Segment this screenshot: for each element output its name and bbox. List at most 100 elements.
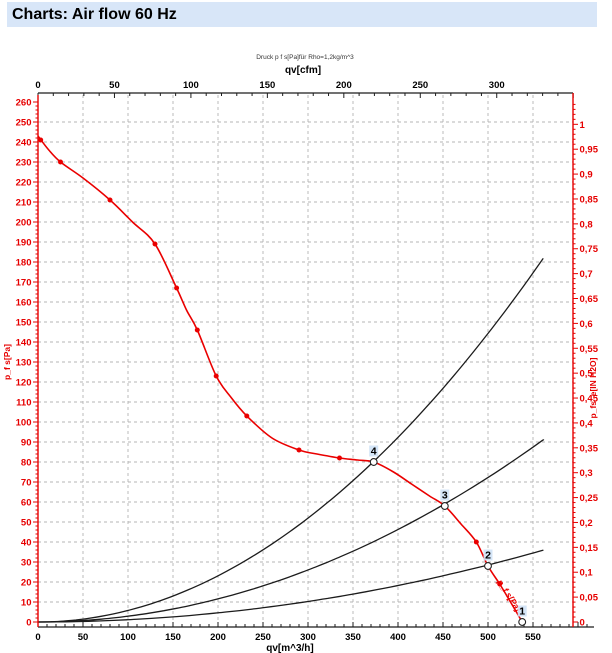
operating-point-label-bg	[517, 605, 527, 617]
operating-point-label: 1	[519, 606, 525, 618]
svg-text:500: 500	[480, 632, 496, 643]
fan-curve-dot	[497, 581, 503, 587]
svg-text:550: 550	[525, 632, 541, 643]
svg-text:130: 130	[16, 358, 32, 369]
svg-text:220: 220	[16, 178, 32, 189]
fan-curve-dot	[296, 447, 302, 453]
svg-text:50: 50	[109, 80, 120, 91]
fan-curve-dot	[152, 241, 158, 247]
svg-text:0,15: 0,15	[580, 543, 599, 554]
fan-pressure-curve	[37, 135, 523, 623]
svg-text:60: 60	[21, 498, 32, 509]
system-curve	[37, 258, 544, 623]
svg-text:20: 20	[21, 578, 32, 589]
svg-text:350: 350	[345, 632, 361, 643]
system-curve	[37, 438, 545, 623]
svg-text:0,9: 0,9	[580, 170, 593, 181]
svg-text:0,55: 0,55	[580, 344, 599, 355]
operating-point-label: 3	[442, 490, 448, 502]
svg-text:140: 140	[16, 338, 32, 349]
svg-text:1: 1	[580, 120, 586, 131]
system-curve	[38, 549, 544, 623]
svg-text:110: 110	[16, 398, 31, 409]
svg-text:0,4: 0,4	[580, 418, 594, 429]
svg-text:170: 170	[16, 278, 32, 289]
svg-text:150: 150	[165, 632, 181, 643]
fan-curve-dot	[473, 539, 479, 545]
left-axis: 0 10 20 30 40 50 60 70 80 90 100 110 120 130 140 150 160…	[2, 95, 39, 629]
fan-curve-dot	[38, 137, 44, 143]
svg-text:100: 100	[120, 632, 136, 643]
svg-text:0,35: 0,35	[580, 443, 599, 454]
bottom-axis-title: qv[m^3/h]	[266, 643, 314, 653]
svg-text:0: 0	[580, 618, 585, 629]
svg-text:200: 200	[336, 80, 352, 91]
svg-text:80: 80	[21, 458, 32, 469]
svg-text:0: 0	[26, 618, 31, 629]
fan-curve-dot	[213, 373, 219, 379]
operating-points: 4 3 2 1	[369, 445, 527, 626]
gridlines	[38, 95, 573, 627]
svg-text:250: 250	[412, 80, 428, 91]
operating-point-label-bg	[440, 489, 450, 501]
operating-point-label-bg	[483, 549, 493, 561]
svg-text:0,25: 0,25	[580, 493, 599, 504]
svg-text:230: 230	[16, 158, 32, 169]
svg-text:200: 200	[210, 632, 226, 643]
svg-text:0,65: 0,65	[580, 294, 599, 305]
operating-point-label-bg	[369, 445, 379, 457]
chart-header: Druck p f s[Pa]für Rho=1,2kg/m^3 qv[cfm]	[256, 54, 354, 76]
operating-point-label: 2	[485, 550, 491, 562]
operating-point-label: 4	[371, 446, 377, 458]
fan-curve-dot	[58, 159, 63, 165]
svg-text:300: 300	[489, 80, 505, 91]
operating-point-marker	[484, 562, 492, 570]
svg-text:240: 240	[16, 138, 32, 149]
svg-text:120: 120	[16, 378, 32, 389]
svg-text:0,8: 0,8	[580, 219, 593, 230]
fan-curve-dot	[244, 413, 250, 419]
top-axis: 0 50 100 150 200 250 300	[35, 80, 574, 98]
svg-text:210: 210	[16, 198, 32, 209]
operating-point-marker	[518, 618, 527, 626]
svg-text:0,45: 0,45	[580, 394, 599, 405]
svg-text:300: 300	[300, 632, 316, 643]
svg-text:0,6: 0,6	[580, 319, 593, 330]
svg-text:0,05: 0,05	[580, 593, 599, 604]
svg-text:0: 0	[35, 632, 40, 643]
svg-text:0,1: 0,1	[580, 568, 594, 579]
svg-text:90: 90	[21, 438, 32, 449]
page-title: Charts: Air flow 60 Hz	[7, 2, 597, 27]
top-axis-title: qv[cfm]	[285, 65, 321, 76]
svg-text:0,85: 0,85	[580, 194, 599, 205]
left-axis-title: p_f s[Pa]	[2, 344, 12, 380]
svg-text:450: 450	[435, 632, 451, 643]
svg-text:160: 160	[16, 298, 32, 309]
svg-text:250: 250	[255, 632, 271, 643]
svg-text:50: 50	[78, 632, 89, 643]
svg-text:40: 40	[21, 538, 32, 549]
svg-text:190: 190	[16, 238, 32, 249]
svg-text:250: 250	[16, 118, 32, 129]
svg-text:100: 100	[183, 80, 199, 91]
svg-text:0,7: 0,7	[580, 269, 593, 280]
bottom-axis: 0 50 100 150 200 250 300 350 400 450 500 550 qv[m^3/…	[35, 622, 594, 653]
svg-text:0,75: 0,75	[580, 244, 599, 255]
svg-text:50: 50	[21, 518, 32, 529]
right-axis: 0 0,05 0,1 0,15 0,2 0,25 0,3 0,35 0,4 0,45 0,5 0,55…	[572, 93, 599, 629]
svg-text:180: 180	[16, 258, 32, 269]
fan-curve-dot	[337, 455, 342, 461]
svg-text:10: 10	[21, 598, 32, 609]
system-curves	[37, 258, 545, 623]
svg-text:0: 0	[35, 80, 40, 91]
svg-text:100: 100	[16, 418, 32, 429]
svg-text:0,95: 0,95	[580, 145, 599, 156]
fan-curve-dot	[194, 327, 200, 333]
svg-text:200: 200	[16, 218, 32, 229]
svg-text:30: 30	[21, 558, 32, 569]
svg-text:260: 260	[16, 98, 32, 109]
svg-text:150: 150	[259, 80, 275, 91]
svg-text:150: 150	[16, 318, 32, 329]
right-axis-title: p_fs_e[IN H2O]	[588, 357, 598, 418]
